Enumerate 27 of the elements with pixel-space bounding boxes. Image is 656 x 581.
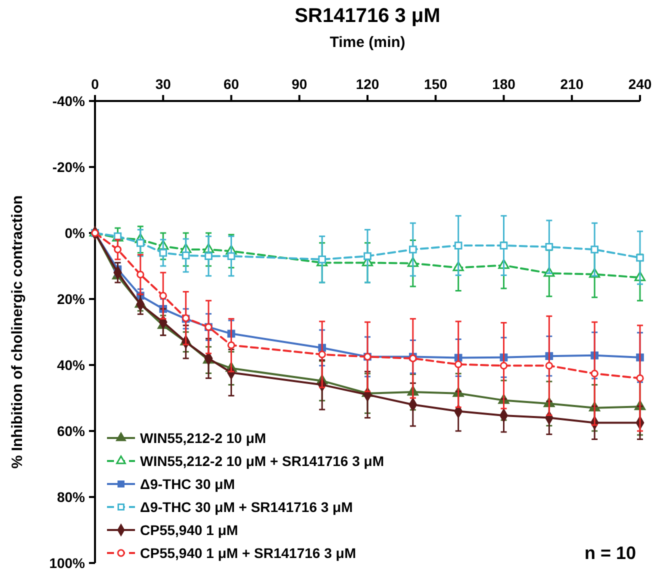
chart-title: SR141716 3 μM	[294, 5, 440, 27]
y-tick-label: 100%	[49, 554, 86, 571]
x-tick-label: 0	[91, 76, 100, 92]
x-tick-label: 240	[628, 76, 652, 92]
x-tick-label: 30	[155, 76, 172, 92]
y-axis-title: % Inhibition of cholinergic contraction	[9, 195, 26, 469]
x-tick-label: 150	[424, 76, 448, 92]
legend-label: WIN55,212-2 10 μM + SR141716 3 μM	[140, 452, 384, 469]
x-tick-label: 60	[223, 76, 240, 92]
y-tick-label: 80%	[56, 488, 86, 505]
x-tick-label: 90	[292, 76, 308, 92]
x-tick-label: 180	[492, 76, 516, 92]
x-tick-label: 210	[560, 76, 584, 92]
legend-label: Δ9-THC 30 μM	[140, 476, 235, 492]
y-tick-label: -20%	[52, 158, 86, 175]
y-tick-label: 60%	[56, 422, 86, 439]
legend-label: WIN55,212-2 10 μM	[140, 430, 266, 446]
y-tick-label: -40%	[52, 92, 86, 109]
y-tick-label: 0%	[64, 224, 86, 241]
annotation: n = 10	[584, 543, 636, 563]
x-axis-title: Time (min)	[330, 34, 406, 51]
y-tick-label: 20%	[56, 290, 86, 307]
x-tick-label: 120	[356, 76, 380, 92]
legend-label: CP55,940 1 μM	[140, 522, 238, 538]
y-tick-label: 40%	[56, 356, 86, 373]
legend-label: CP55,940 1 μM + SR141716 3 μM	[140, 544, 356, 561]
legend-label: Δ9-THC 30 μM + SR141716 3 μM	[140, 498, 353, 515]
